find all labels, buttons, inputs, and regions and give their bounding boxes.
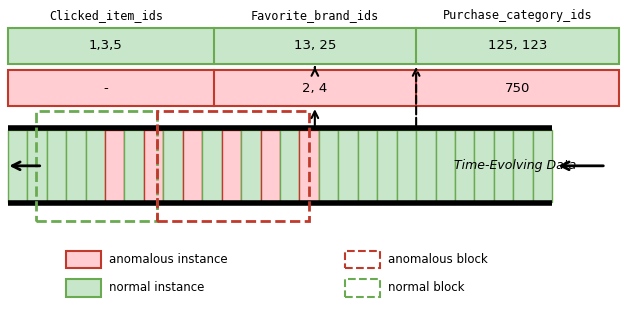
Bar (494, 130, 513, 202)
Bar (85, 130, 105, 202)
Bar (436, 130, 455, 202)
Bar (8, 28, 619, 64)
Bar (156, 111, 308, 221)
Text: normal instance: normal instance (109, 282, 205, 295)
Bar (358, 130, 377, 202)
Bar (300, 130, 319, 202)
Bar (397, 130, 416, 202)
Bar (345, 251, 380, 268)
Text: -: - (104, 82, 108, 95)
Bar (513, 130, 533, 202)
Bar (105, 130, 125, 202)
Bar (345, 279, 380, 297)
Text: Time-Evolving Data: Time-Evolving Data (454, 159, 576, 172)
Bar (202, 130, 222, 202)
Bar (338, 130, 358, 202)
Text: normal block: normal block (388, 282, 464, 295)
Bar (319, 130, 338, 202)
Bar (8, 130, 27, 202)
Text: 125, 123: 125, 123 (488, 40, 547, 52)
Bar (66, 251, 101, 268)
Bar (144, 130, 163, 202)
Bar (241, 130, 261, 202)
Text: 2, 4: 2, 4 (302, 82, 328, 95)
Bar (163, 130, 183, 202)
Bar (455, 130, 474, 202)
Bar (474, 130, 494, 202)
Text: anomalous instance: anomalous instance (109, 253, 228, 266)
Text: Favorite_brand_ids: Favorite_brand_ids (251, 9, 379, 22)
Text: 750: 750 (505, 82, 530, 95)
Bar (8, 70, 619, 106)
Bar (280, 130, 300, 202)
Text: Clicked_item_ids: Clicked_item_ids (49, 9, 163, 22)
Bar (66, 279, 101, 297)
Bar (66, 130, 85, 202)
Bar (8, 128, 552, 204)
Bar (183, 130, 202, 202)
Bar (27, 130, 46, 202)
Bar (46, 130, 66, 202)
Text: Purchase_category_ids: Purchase_category_ids (443, 9, 592, 22)
Text: anomalous block: anomalous block (388, 253, 488, 266)
Text: 13, 25: 13, 25 (294, 40, 336, 52)
Bar (222, 130, 241, 202)
Bar (36, 111, 156, 221)
Bar (377, 130, 397, 202)
Bar (533, 130, 552, 202)
Text: 1,3,5: 1,3,5 (89, 40, 123, 52)
Bar (261, 130, 280, 202)
Bar (416, 130, 436, 202)
Bar (125, 130, 144, 202)
